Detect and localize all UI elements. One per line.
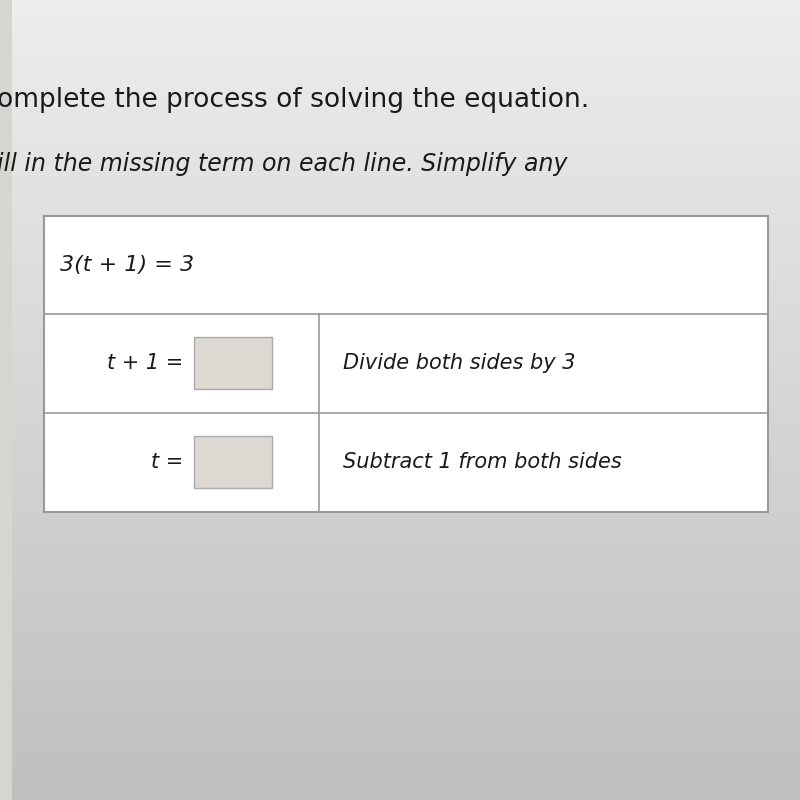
FancyBboxPatch shape [194, 437, 272, 489]
Text: Divide both sides by 3: Divide both sides by 3 [343, 354, 575, 374]
FancyBboxPatch shape [194, 338, 272, 390]
FancyBboxPatch shape [44, 216, 769, 512]
Text: t + 1 =: t + 1 = [106, 354, 190, 374]
Text: omplete the process of solving the equation.: omplete the process of solving the equat… [0, 87, 589, 113]
Text: ill in the missing term on each line. Simplify any: ill in the missing term on each line. Si… [0, 152, 567, 176]
Text: Subtract 1 from both sides: Subtract 1 from both sides [343, 453, 622, 473]
Text: t =: t = [150, 453, 190, 473]
Text: 3(t + 1) = 3: 3(t + 1) = 3 [60, 255, 194, 275]
